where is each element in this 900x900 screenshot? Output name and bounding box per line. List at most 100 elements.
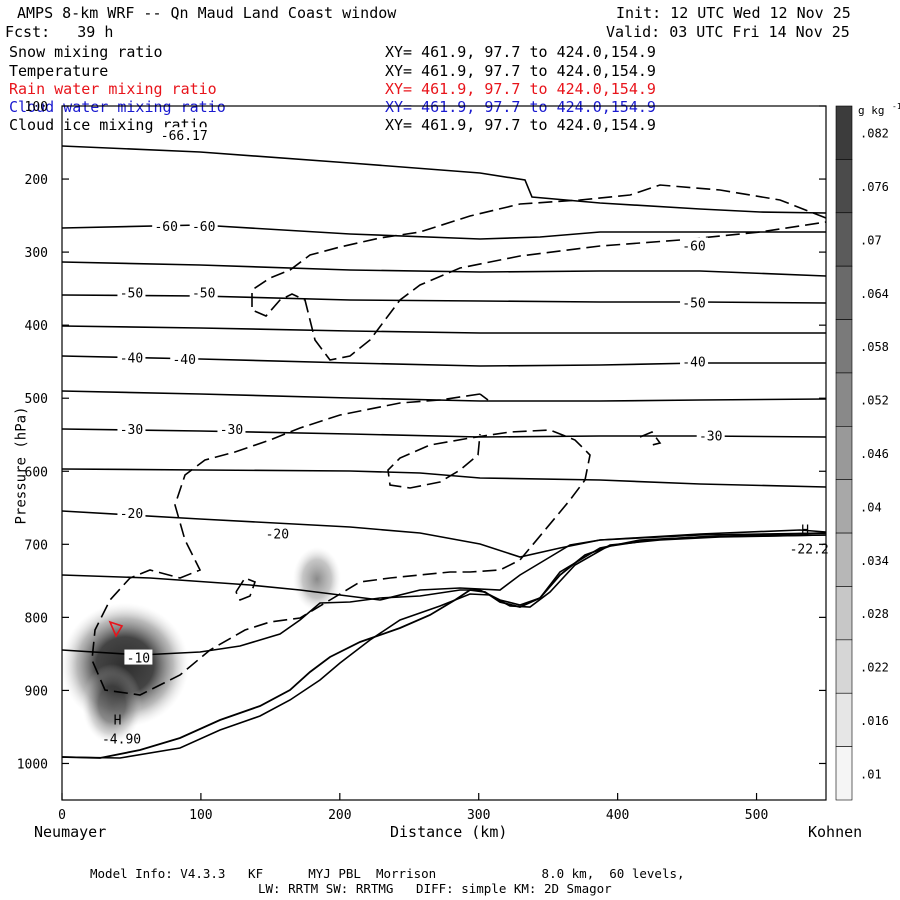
temperature-label: -50 <box>682 297 705 312</box>
contour-label-bg <box>680 353 709 369</box>
isotherm <box>61 261 827 277</box>
contour-label-bg <box>117 284 146 300</box>
colorbar-swatch <box>835 746 853 801</box>
colorbar-label: .028 <box>860 607 889 621</box>
y-tick-label: 200 <box>25 173 48 188</box>
y-tick-label: 400 <box>25 319 48 334</box>
contour-label-bg <box>152 217 181 233</box>
cloud-ice-contour <box>251 184 827 361</box>
colorbar-label: .016 <box>860 714 889 728</box>
field-name-cloud-water: Cloud water mixing ratio <box>9 98 226 116</box>
isotherm <box>61 145 827 214</box>
chart-title: AMPS 8-km WRF -- Qn Maud Land Coast wind… <box>17 4 397 22</box>
x-start-label: Neumayer <box>34 823 107 841</box>
extremum-value: -22.2 <box>790 543 829 558</box>
temperature-label: -40 <box>682 356 705 371</box>
contour-label-bg <box>124 649 153 665</box>
temperature-label: -40 <box>172 353 195 368</box>
x-tick-label: 300 <box>467 808 490 823</box>
colorbar-swatch <box>835 265 853 320</box>
contour-label-bg <box>217 420 246 436</box>
temperature-label: -30 <box>699 429 722 444</box>
isotherm <box>61 468 827 488</box>
field-name-temperature: Temperature <box>9 62 109 80</box>
colorbar-label: .058 <box>860 340 889 354</box>
colorbar-swatch <box>835 479 853 534</box>
contour-label-bg <box>170 350 199 366</box>
x-end-label: Kohnen <box>808 823 863 841</box>
valid-time: Valid: 03 UTC Fri 14 Nov 25 <box>606 23 850 41</box>
isotherm <box>61 390 827 402</box>
colorbar-swatch <box>835 372 853 427</box>
field-name-snow: Snow mixing ratio <box>9 43 163 61</box>
colorbar-swatch <box>835 426 853 480</box>
isotherm <box>61 224 826 240</box>
y-tick-label: 1000 <box>17 757 48 772</box>
colorbar-label: .022 <box>860 661 889 675</box>
colorbar-label: .046 <box>860 447 889 461</box>
colorbar-swatch <box>835 692 853 747</box>
temperature-label: -30 <box>220 423 243 438</box>
colorbar-swatch <box>835 105 853 160</box>
x-axis-label: Distance (km) <box>390 823 508 841</box>
x-tick-label: 0 <box>58 808 66 823</box>
colorbar-unit-exp: -1 <box>892 102 900 111</box>
model-physics: LW: RRTM SW: RRTMG DIFF: simple KM: 2D S… <box>258 881 612 896</box>
colorbar-label: .034 <box>860 554 889 568</box>
x-tick-label: 500 <box>745 808 768 823</box>
init-time: Init: 12 UTC Wed 12 Nov 25 <box>616 4 851 22</box>
field-xy-rain: XY= 461.9, 97.7 to 424.0,154.9 <box>385 80 656 98</box>
colorbar-unit: g kg <box>858 104 885 117</box>
y-tick-label: 100 <box>25 100 48 115</box>
y-tick-label: 600 <box>25 465 48 480</box>
cloud-ice-contours <box>91 184 827 696</box>
colorbar-swatch <box>835 639 853 694</box>
temperature-label: -50 <box>192 286 215 301</box>
y-tick-label: 800 <box>25 611 48 626</box>
isotherm <box>61 294 827 304</box>
forecast-hour: Fcst: 39 h <box>5 23 114 41</box>
field-xy-cloud-water: XY= 461.9, 97.7 to 424.0,154.9 <box>385 98 656 116</box>
field-xy-temperature: XY= 461.9, 97.7 to 424.0,154.9 <box>385 62 656 80</box>
colorbar-swatch <box>835 586 853 641</box>
colorbar-label: .04 <box>860 500 882 514</box>
extremum-value: -4.90 <box>102 733 141 748</box>
y-tick-label: 500 <box>25 392 48 407</box>
colorbar-label: .052 <box>860 394 889 408</box>
contour-label-bg <box>189 284 218 300</box>
x-tick-label: 200 <box>328 808 351 823</box>
y-axis-label: Pressure (hPa) <box>13 406 30 525</box>
contour-label-bg <box>680 294 709 310</box>
rain-water-contour <box>108 620 124 638</box>
extremum-marker: H <box>801 524 809 539</box>
cloud-ice-contour <box>639 431 662 447</box>
terrain-line <box>61 532 827 759</box>
temperature-label: -60 <box>682 240 705 255</box>
extremum-marker: H <box>114 714 122 729</box>
field-xy-cloud-ice: XY= 461.9, 97.7 to 424.0,154.9 <box>385 116 656 134</box>
temperature-label: -66.17 <box>161 129 208 144</box>
colorbar-swatch <box>835 532 853 587</box>
snow-max-1-tail <box>82 664 142 744</box>
temperature-label: -20 <box>120 507 143 522</box>
temperature-label: -60 <box>154 220 177 235</box>
snow-max-2 <box>293 547 341 611</box>
y-tick-label: 300 <box>25 246 48 261</box>
contour-label-bg <box>158 127 211 143</box>
cloud-ice-contour <box>479 393 489 401</box>
isotherm <box>61 534 827 759</box>
x-tick-label: 400 <box>606 808 629 823</box>
temperature-label: -40 <box>120 351 143 366</box>
cloud-ice-contour <box>235 577 257 602</box>
contour-label-bg <box>117 504 146 520</box>
temperature-label: -20 <box>266 527 289 542</box>
contour-label-bg <box>117 420 146 436</box>
colorbar-label: .064 <box>860 287 889 301</box>
plot-frame <box>61 105 827 801</box>
contour-label-bg <box>263 525 292 541</box>
contour-label-bg <box>189 217 218 233</box>
isotherm <box>61 325 826 334</box>
field-name-rain: Rain water mixing ratio <box>9 80 217 98</box>
temperature-label: -10 <box>127 652 150 667</box>
